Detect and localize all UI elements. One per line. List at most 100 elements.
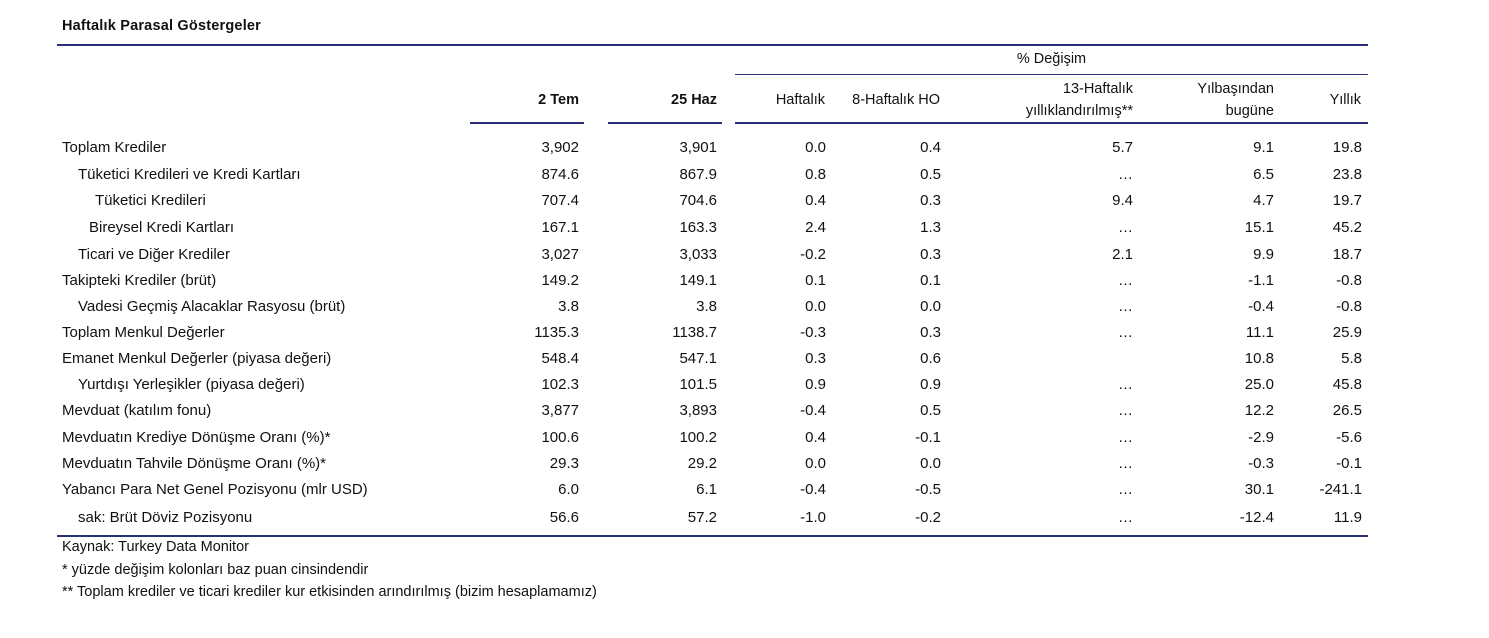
table-row: Yurtdışı Yerleşikler (piyasa değeri) 102.… bbox=[0, 376, 1489, 402]
row-label: Yabancı Para Net Genel Pozisyonu (mlr US… bbox=[62, 481, 368, 498]
cell-change-yearly: 45.2 bbox=[1332, 219, 1362, 236]
cell-change-weekly: -0.3 bbox=[800, 324, 826, 341]
cell-change-13week: … bbox=[1118, 272, 1133, 289]
footnote-bp: * yüzde değişim kolonları baz puan cinsi… bbox=[62, 562, 369, 578]
cell-change-8week: 0.5 bbox=[920, 166, 941, 183]
header-haftalik: Haftalık bbox=[775, 92, 825, 108]
cell-change-weekly: 0.0 bbox=[805, 455, 826, 472]
cell-change-weekly: 0.8 bbox=[805, 166, 826, 183]
cell-change-yearly: 11.9 bbox=[1333, 509, 1362, 526]
cell-value-2tem: 6.0 bbox=[558, 481, 579, 498]
cell-change-yearly: 19.7 bbox=[1332, 192, 1362, 209]
table-row: Toplam Krediler 3,902 3,901 0.0 0.4 5.7 9.1 19.… bbox=[0, 139, 1489, 165]
cell-value-25haz: 3,901 bbox=[679, 139, 717, 156]
cell-value-2tem: 3,902 bbox=[541, 139, 579, 156]
cell-change-weekly: 0.4 bbox=[805, 429, 826, 446]
row-label: Mevduat (katılım fonu) bbox=[62, 402, 212, 419]
cell-change-yearly: 19.8 bbox=[1332, 139, 1362, 156]
cell-value-2tem: 3.8 bbox=[558, 298, 579, 315]
cell-change-13week: … bbox=[1118, 402, 1133, 419]
cell-change-ytd: -0.4 bbox=[1248, 298, 1274, 315]
header-rule-2tem bbox=[470, 122, 584, 124]
cell-change-yearly: -241.1 bbox=[1319, 481, 1362, 498]
header-rule-change bbox=[735, 122, 1368, 124]
footnote-fx-adjusted: ** Toplam krediler ve ticari krediler ku… bbox=[62, 584, 597, 600]
row-label: Mevduatın Krediye Dönüşme Oranı (%)* bbox=[62, 429, 331, 446]
table-row: Toplam Menkul Değerler 1135.3 1138.7 -0.3 0.… bbox=[0, 324, 1489, 350]
cell-change-ytd: 10.8 bbox=[1244, 350, 1274, 367]
top-rule bbox=[57, 44, 1368, 46]
row-label: Yurtdışı Yerleşikler (piyasa değeri) bbox=[78, 376, 305, 393]
header-2tem: 2 Tem bbox=[538, 92, 579, 108]
cell-value-25haz: 704.6 bbox=[679, 192, 717, 209]
cell-change-yearly: 45.8 bbox=[1332, 376, 1362, 393]
cell-change-13week: … bbox=[1118, 298, 1133, 315]
cell-change-ytd: -0.3 bbox=[1248, 455, 1274, 472]
cell-change-weekly: 0.0 bbox=[805, 139, 826, 156]
cell-value-25haz: 29.2 bbox=[687, 455, 717, 472]
cell-change-ytd: 4.7 bbox=[1253, 192, 1274, 209]
table-row: Bireysel Kredi Kartları 167.1 163.3 2.4 1.3 …… bbox=[0, 219, 1489, 245]
row-label: Takipteki Krediler (brüt) bbox=[62, 272, 217, 289]
cell-change-13week: … bbox=[1118, 509, 1133, 526]
cell-change-8week: 0.9 bbox=[920, 376, 941, 393]
cell-change-8week: 0.4 bbox=[920, 139, 941, 156]
table-row: Emanet Menkul Değerler (piyasa değeri) 54… bbox=[0, 350, 1489, 376]
cell-change-ytd: 6.5 bbox=[1253, 166, 1274, 183]
cell-change-13week: … bbox=[1118, 376, 1133, 393]
cell-change-ytd: 11.1 bbox=[1245, 324, 1274, 341]
cell-change-13week: 2.1 bbox=[1112, 246, 1133, 263]
group-rule bbox=[735, 74, 1368, 75]
cell-value-2tem: 3,027 bbox=[541, 246, 579, 263]
cell-change-yearly: 18.7 bbox=[1332, 246, 1362, 263]
header-13haftalik-line1: 13-Haftalık bbox=[1062, 81, 1133, 97]
cell-change-weekly: 0.3 bbox=[805, 350, 826, 367]
cell-change-ytd: 9.1 bbox=[1253, 139, 1274, 156]
cell-value-2tem: 707.4 bbox=[541, 192, 579, 209]
cell-change-ytd: -2.9 bbox=[1248, 429, 1274, 446]
cell-change-8week: 0.3 bbox=[920, 324, 941, 341]
table-row: Mevduatın Tahvile Dönüşme Oranı (%)* 29.3… bbox=[0, 455, 1489, 481]
cell-value-25haz: 163.3 bbox=[679, 219, 717, 236]
table-title: Haftalık Parasal Göstergeler bbox=[62, 18, 262, 34]
cell-change-13week: … bbox=[1118, 429, 1133, 446]
table-row: Tüketici Kredileri 707.4 704.6 0.4 0.3 9.4 4.7… bbox=[0, 192, 1489, 218]
cell-change-13week: 5.7 bbox=[1112, 139, 1133, 156]
header-13haftalik: 13-Haftalık yıllıklandırılmış** bbox=[960, 78, 1133, 122]
cell-value-2tem: 102.3 bbox=[541, 376, 579, 393]
cell-value-2tem: 149.2 bbox=[541, 272, 579, 289]
cell-change-8week: 0.1 bbox=[920, 272, 941, 289]
cell-value-2tem: 874.6 bbox=[541, 166, 579, 183]
table-row: Ticari ve Diğer Krediler 3,027 3,033 -0.2 0.… bbox=[0, 246, 1489, 272]
cell-change-ytd: 25.0 bbox=[1244, 376, 1274, 393]
cell-value-25haz: 547.1 bbox=[679, 350, 717, 367]
cell-change-weekly: 0.4 bbox=[805, 192, 826, 209]
cell-change-yearly: -0.8 bbox=[1336, 272, 1362, 289]
cell-change-8week: 1.3 bbox=[920, 219, 941, 236]
cell-value-2tem: 29.3 bbox=[549, 455, 579, 472]
row-label: Bireysel Kredi Kartları bbox=[89, 219, 235, 236]
cell-change-weekly: -0.4 bbox=[800, 402, 826, 419]
cell-change-ytd: 9.9 bbox=[1253, 246, 1274, 263]
cell-value-2tem: 1135.3 bbox=[534, 324, 579, 341]
cell-change-13week: … bbox=[1118, 455, 1133, 472]
group-header-percent-change: % Değişim bbox=[1016, 51, 1087, 67]
table-row: Takipteki Krediler (brüt) 149.2 149.1 0.1 0.… bbox=[0, 272, 1489, 298]
cell-change-13week: … bbox=[1118, 324, 1133, 341]
header-13haftalik-line2: yıllıklandırılmış** bbox=[1025, 103, 1133, 119]
cell-change-8week: 0.0 bbox=[920, 455, 941, 472]
table-row: Tüketici Kredileri ve Kredi Kartları 874.… bbox=[0, 166, 1489, 192]
header-ytd-line2: bugüne bbox=[1225, 103, 1274, 119]
bottom-rule bbox=[57, 535, 1368, 537]
cell-value-25haz: 3.8 bbox=[696, 298, 717, 315]
cell-value-25haz: 57.2 bbox=[687, 509, 717, 526]
cell-change-weekly: 2.4 bbox=[805, 219, 826, 236]
cell-change-yearly: -0.1 bbox=[1336, 455, 1362, 472]
row-label: Emanet Menkul Değerler (piyasa değeri) bbox=[62, 350, 332, 367]
cell-value-25haz: 3,893 bbox=[679, 402, 717, 419]
cell-value-25haz: 1138.7 bbox=[672, 324, 717, 341]
cell-change-yearly: 26.5 bbox=[1332, 402, 1362, 419]
cell-change-8week: 0.5 bbox=[920, 402, 941, 419]
cell-change-13week: … bbox=[1118, 166, 1133, 183]
table-row: Mevduatın Krediye Dönüşme Oranı (%)* 100.… bbox=[0, 429, 1489, 455]
